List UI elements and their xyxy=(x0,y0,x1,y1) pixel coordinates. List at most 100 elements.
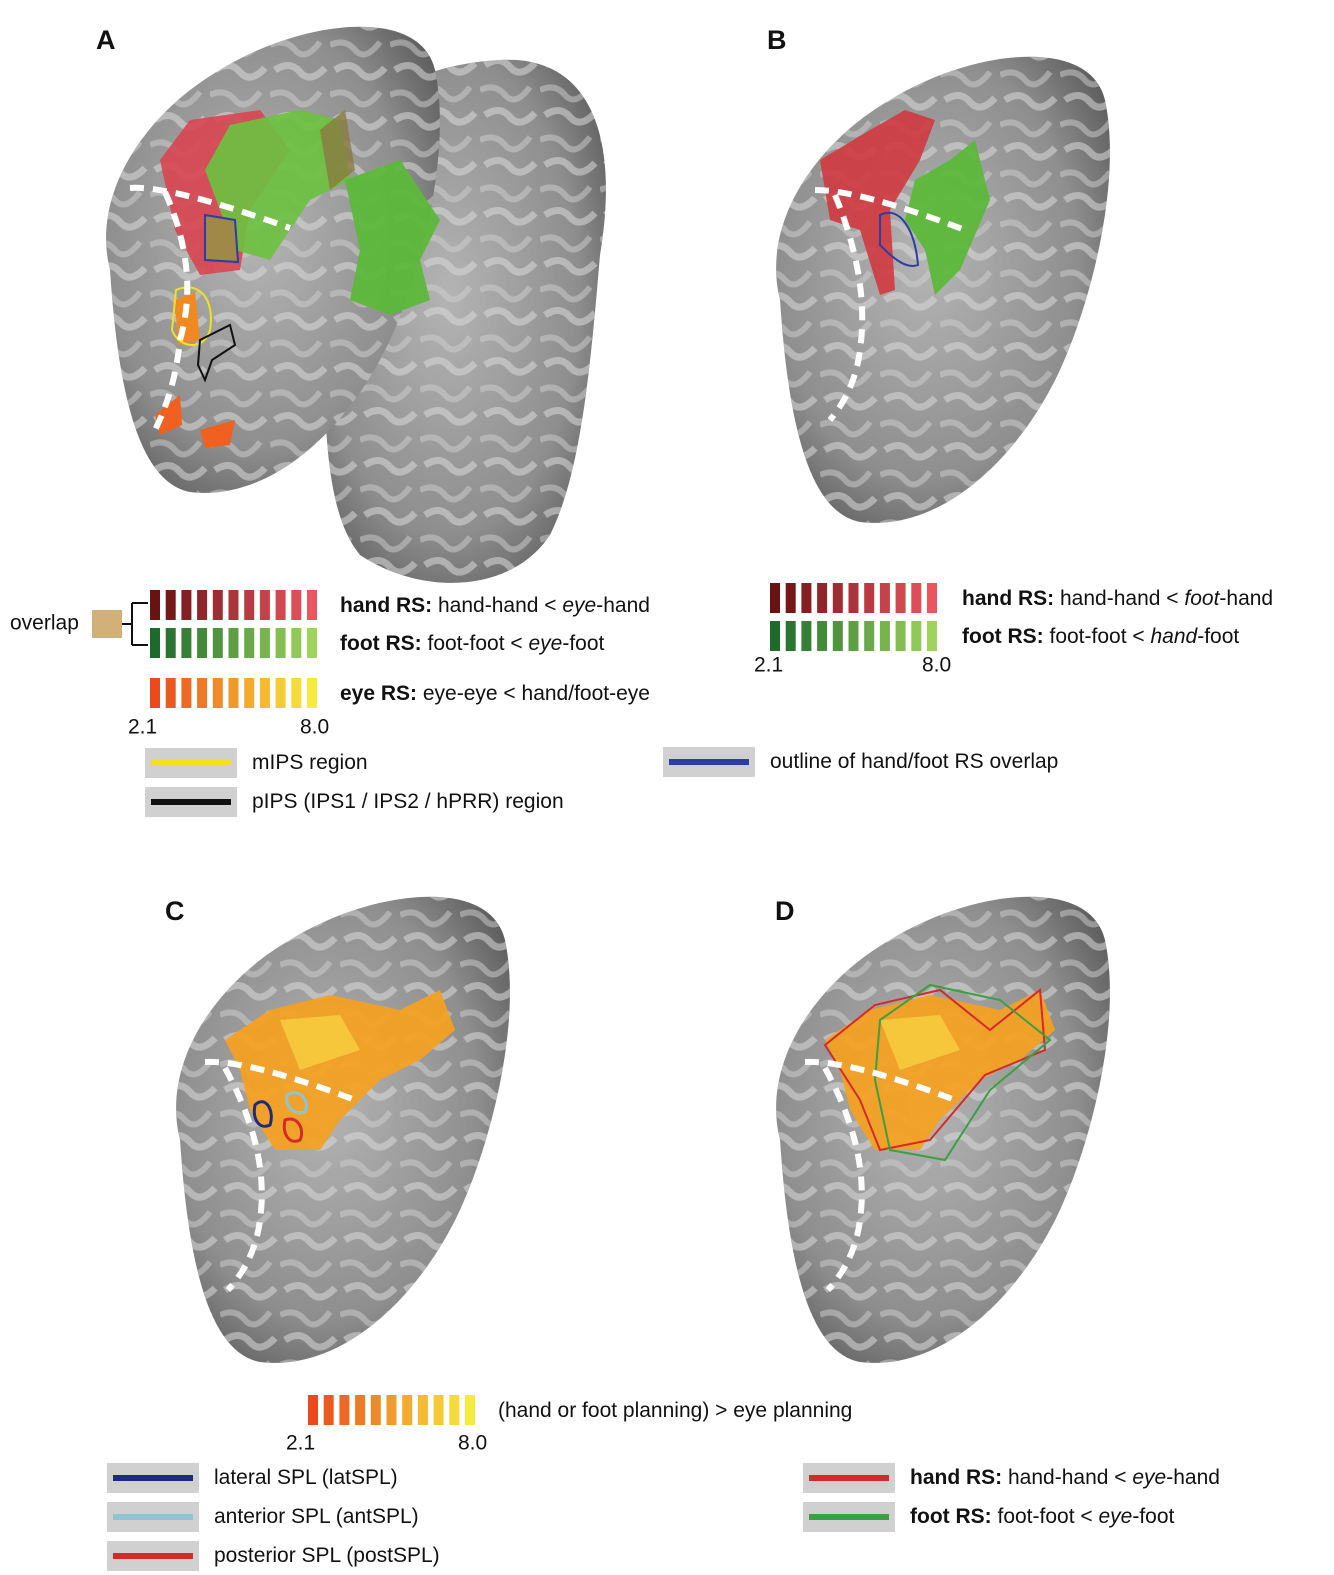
color-scale-step xyxy=(244,678,254,708)
text-run: -hand xyxy=(596,594,650,617)
color-scale-step xyxy=(213,628,223,658)
color-scale-step xyxy=(308,1395,318,1425)
legend-text: (hand or foot planning) > eye planning xyxy=(498,1399,852,1422)
color-scale-step xyxy=(927,621,937,651)
text-run: foot RS: xyxy=(910,1505,992,1528)
color-scale-step xyxy=(244,590,254,620)
scale-max: 8.0 xyxy=(300,716,329,739)
text-run: eye xyxy=(528,632,562,655)
legend-text: hand RS: hand-hand < eye-hand xyxy=(910,1466,1220,1489)
figure: A B C D overlap hand RS: hand-hand < eye… xyxy=(0,0,1334,1575)
color-scale-step xyxy=(276,678,286,708)
text-run: -hand xyxy=(1166,1466,1220,1489)
scale-min: 2.1 xyxy=(754,654,783,677)
legend-text: pIPS (IPS1 / IPS2 / hPRR) region xyxy=(252,790,564,813)
text-run: -hand xyxy=(1219,587,1273,610)
color-scale-step xyxy=(260,678,270,708)
text-run: pIPS (IPS1 / IPS2 / hPRR) region xyxy=(252,790,564,813)
color-scale-step xyxy=(833,583,843,613)
legend-text: foot RS: foot-foot < hand-foot xyxy=(962,625,1239,648)
panel-label: A xyxy=(96,25,116,55)
legend-text: anterior SPL (antSPL) xyxy=(214,1505,419,1528)
text-run: foot-foot < xyxy=(422,632,529,655)
text-run: hand-hand < xyxy=(432,594,562,617)
color-scale-step xyxy=(181,628,191,658)
text-run: hand RS: xyxy=(910,1466,1002,1489)
color-scale-step xyxy=(927,583,937,613)
color-scale-step xyxy=(786,621,796,651)
text-run: foot-foot < xyxy=(992,1505,1099,1528)
color-scale-step xyxy=(849,621,859,651)
color-scale-step xyxy=(307,590,317,620)
legend-text: lateral SPL (latSPL) xyxy=(214,1466,398,1489)
color-scale-step xyxy=(896,621,906,651)
color-scale-step xyxy=(864,583,874,613)
color-scale-step xyxy=(150,590,160,620)
text-run: hand-hand < xyxy=(1054,587,1184,610)
panel-label: C xyxy=(165,896,185,926)
legend-text: hand RS: hand-hand < foot-hand xyxy=(962,587,1273,610)
text-run: -foot xyxy=(562,632,604,655)
brain-b xyxy=(776,57,1110,523)
color-scale-step xyxy=(880,621,890,651)
text-run: anterior SPL (antSPL) xyxy=(214,1505,419,1528)
color-scale-step xyxy=(324,1395,334,1425)
color-scale-step xyxy=(291,628,301,658)
legend-text: outline of hand/foot RS overlap xyxy=(770,750,1058,773)
text-run: eye xyxy=(1098,1505,1132,1528)
text-run: -foot xyxy=(1197,625,1239,648)
text-run: foot xyxy=(1184,587,1220,610)
scale-max: 8.0 xyxy=(922,654,951,677)
color-scale-step xyxy=(307,628,317,658)
brain-c xyxy=(176,897,510,1363)
color-scale-step xyxy=(880,583,890,613)
color-scale-step xyxy=(213,678,223,708)
color-scale-step xyxy=(833,621,843,651)
color-scale-step xyxy=(260,628,270,658)
color-scale-step xyxy=(276,628,286,658)
color-scale-step xyxy=(150,678,160,708)
scale-min: 2.1 xyxy=(286,1432,315,1455)
color-scale-step xyxy=(770,621,780,651)
text-run: foot-foot < xyxy=(1044,625,1151,648)
color-scale-step xyxy=(181,678,191,708)
overlap-swatch xyxy=(92,610,122,638)
color-scale-step xyxy=(387,1395,397,1425)
color-scale-step xyxy=(229,678,239,708)
color-scale-step xyxy=(229,590,239,620)
color-scale-step xyxy=(418,1395,428,1425)
color-scale-step xyxy=(307,678,317,708)
text-run: eye-eye < hand/foot-eye xyxy=(417,682,650,705)
color-scale-step xyxy=(849,583,859,613)
text-run: mIPS region xyxy=(252,751,368,774)
panel-label: B xyxy=(767,25,787,55)
color-scale-step xyxy=(770,583,780,613)
color-scale-step xyxy=(166,678,176,708)
legend-text: posterior SPL (postSPL) xyxy=(214,1544,440,1567)
color-scale-step xyxy=(291,590,301,620)
color-scale-step xyxy=(197,678,207,708)
color-scale-step xyxy=(801,583,811,613)
text-run: hand-hand < xyxy=(1002,1466,1132,1489)
color-scale-step xyxy=(213,590,223,620)
color-scale-step xyxy=(276,590,286,620)
overlap-label: overlap xyxy=(10,612,79,635)
color-scale-step xyxy=(434,1395,444,1425)
text-run: foot RS: xyxy=(962,625,1044,648)
legend-text: foot RS: foot-foot < eye-foot xyxy=(910,1505,1175,1528)
text-run: (hand or foot planning) > eye planning xyxy=(498,1399,852,1422)
brain-a xyxy=(106,27,606,583)
color-scale-step xyxy=(449,1395,459,1425)
text-run: eye xyxy=(1132,1466,1166,1489)
color-scale-step xyxy=(229,628,239,658)
legend-text: hand RS: hand-hand < eye-hand xyxy=(340,594,650,617)
text-run: -foot xyxy=(1132,1505,1174,1528)
legend-text: foot RS: foot-foot < eye-foot xyxy=(340,632,605,655)
legend-text: mIPS region xyxy=(252,751,368,774)
scale-max: 8.0 xyxy=(458,1432,487,1455)
color-scale-step xyxy=(801,621,811,651)
scale-min: 2.1 xyxy=(128,716,157,739)
text-run: lateral SPL (latSPL) xyxy=(214,1466,398,1489)
color-scale-step xyxy=(355,1395,365,1425)
text-run: hand xyxy=(1150,625,1198,648)
